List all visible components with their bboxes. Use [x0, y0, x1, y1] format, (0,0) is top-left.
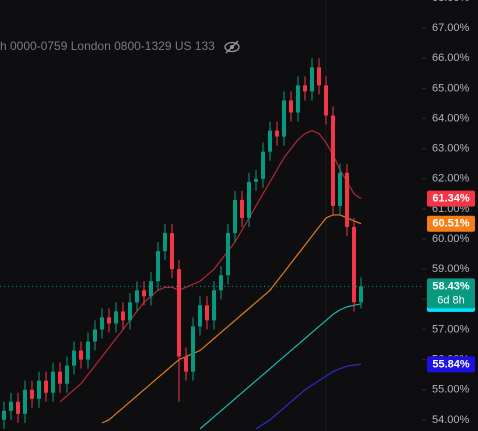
y-tick-label: 67.00%	[432, 22, 470, 34]
moving-average-line	[101, 214, 362, 424]
candle-body	[205, 305, 209, 321]
candle-body	[37, 380, 41, 399]
price-label-box	[427, 215, 475, 232]
price-label-box	[427, 356, 475, 373]
candle-body	[142, 290, 146, 297]
candle-body	[303, 85, 307, 92]
moving-average-line	[255, 363, 362, 430]
y-tick-label: 68.00%	[432, 0, 470, 4]
candle-body	[121, 311, 125, 321]
y-tick-label: 54.00%	[432, 414, 470, 426]
candle-body	[163, 233, 167, 252]
price-label-box	[427, 190, 475, 207]
candle-body	[107, 317, 111, 324]
candle-body	[93, 329, 97, 342]
candle-body	[359, 286, 363, 303]
candle-body	[86, 341, 90, 360]
candle-body	[184, 356, 188, 372]
candle-body	[170, 233, 174, 270]
candle-body	[191, 326, 195, 372]
candle-body	[310, 67, 314, 92]
candle-body	[100, 317, 104, 330]
candle-body	[296, 85, 300, 113]
candle-body	[275, 130, 279, 137]
candle-body	[198, 305, 202, 327]
y-tick-label: 55.00%	[432, 384, 470, 396]
price-label-text: 60.51%	[432, 218, 470, 230]
session-info: h 0000-0759 London 0800-1329 US 133	[0, 39, 215, 53]
candle-body	[254, 178, 258, 182]
candle-body	[79, 350, 83, 360]
candle-body	[65, 365, 69, 384]
price-label-text: 61.34%	[432, 193, 470, 205]
candle-body	[289, 100, 293, 113]
candle-body	[16, 401, 20, 414]
candle-body	[212, 290, 216, 321]
y-tick-label: 57.00%	[432, 323, 470, 335]
visibility-icon[interactable]	[224, 40, 240, 54]
candle-body	[156, 251, 160, 282]
candle-body	[317, 67, 321, 86]
y-tick-label: 60.00%	[432, 233, 470, 245]
candle-body	[149, 281, 153, 297]
moving-average-line	[59, 129, 362, 403]
candle-body	[114, 311, 118, 324]
candle-body	[44, 380, 48, 393]
y-tick-label: 63.00%	[432, 143, 470, 155]
y-tick-label: 66.00%	[432, 52, 470, 64]
candle-body	[261, 151, 265, 179]
price-label: 55.84%	[427, 356, 475, 373]
price-label-text: 55.84%	[432, 358, 470, 370]
candle-body	[2, 410, 6, 420]
last-price-box	[427, 278, 475, 309]
candle-body	[247, 181, 251, 218]
moving-average-line	[199, 303, 362, 430]
price-label: 61.34%	[427, 190, 475, 207]
candle-body	[345, 172, 349, 228]
candle-body	[352, 227, 356, 303]
candle-body	[331, 115, 335, 206]
candle-body	[51, 371, 55, 393]
candle-body	[233, 199, 237, 234]
last-price-label: 58.43%	[432, 280, 470, 292]
candle-body	[324, 85, 328, 116]
candle-body	[177, 269, 181, 357]
candle-body	[282, 100, 286, 137]
y-tick-label: 64.00%	[432, 112, 470, 124]
candle-body	[135, 290, 139, 303]
candle-body	[58, 371, 62, 384]
y-tick-label: 65.00%	[432, 82, 470, 94]
candle-body	[9, 401, 13, 411]
candle-body	[128, 302, 132, 321]
y-tick-label: 59.00%	[432, 263, 470, 275]
countdown-label: 6d 8h	[437, 294, 465, 306]
y-tick-label: 62.00%	[432, 173, 470, 185]
candle-body	[72, 350, 76, 366]
candle-body	[268, 130, 272, 152]
candle-body	[240, 199, 244, 218]
candle-body	[226, 233, 230, 276]
price-label: 60.51%	[427, 215, 475, 232]
candle-body	[30, 389, 34, 399]
candle-body	[23, 389, 27, 414]
candle-body	[219, 275, 223, 291]
candle-body	[338, 172, 342, 206]
